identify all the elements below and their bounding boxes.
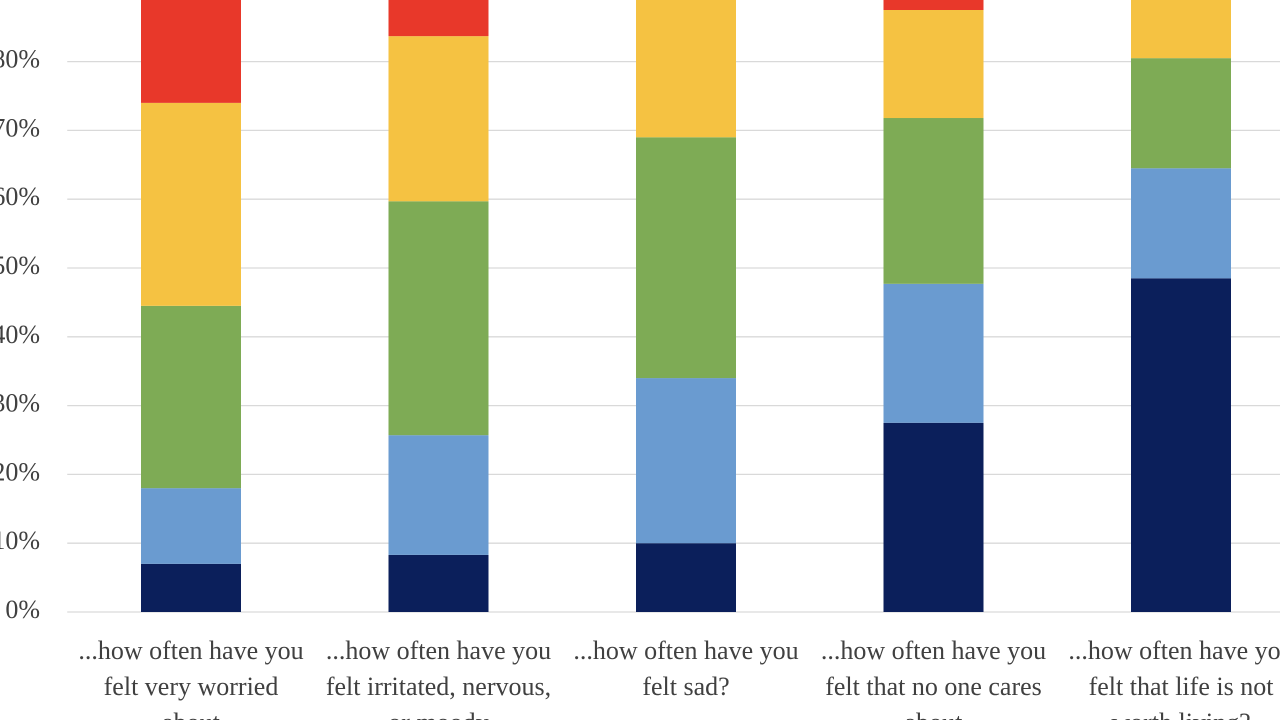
x-tick-label: ...how often have you felt very worried …	[78, 636, 304, 720]
y-tick-label: 70%	[0, 113, 40, 142]
bar-segment	[388, 201, 489, 436]
bar-segment	[388, 435, 489, 555]
bar-segment	[388, 0, 489, 37]
bar-segment	[883, 10, 984, 119]
bar-segment	[1131, 0, 1231, 59]
bar-segment	[1131, 168, 1231, 279]
bar-segment	[141, 488, 241, 564]
bar-segment	[883, 422, 984, 612]
bar-segment	[636, 0, 736, 138]
bar-segment	[883, 283, 984, 423]
y-tick-label: 10%	[0, 526, 40, 555]
x-tick-label: ...how often have you felt irritated, ne…	[325, 636, 552, 720]
bar-segment	[883, 0, 984, 10]
x-tick-label: ...how often have you felt that life is …	[1068, 636, 1280, 720]
bar-segment	[883, 118, 984, 284]
bar-segment	[141, 563, 241, 612]
bar-segment	[636, 137, 736, 379]
y-tick-label: 60%	[0, 182, 40, 211]
bar-segment	[141, 102, 241, 306]
y-tick-label: 20%	[0, 457, 40, 486]
x-tick-label: ...how often have you felt sad?	[573, 636, 799, 701]
bar-segment	[636, 378, 736, 544]
y-tick-label: 80%	[0, 45, 40, 74]
y-tick-label: 50%	[0, 251, 40, 280]
bar-segment	[388, 554, 489, 612]
y-tick-label: 30%	[0, 389, 40, 418]
y-tick-label: 90%	[0, 0, 40, 5]
x-tick-label: ...how often have you felt that no one c…	[820, 636, 1047, 720]
bar-segment	[141, 305, 241, 489]
bar-segment	[1131, 278, 1231, 612]
bar-segment	[1131, 58, 1231, 169]
bar-segment	[636, 543, 736, 612]
y-tick-label: 0%	[5, 595, 40, 624]
bar-segment	[388, 36, 489, 202]
bar-segment	[141, 0, 241, 103]
y-tick-label: 40%	[0, 320, 40, 349]
